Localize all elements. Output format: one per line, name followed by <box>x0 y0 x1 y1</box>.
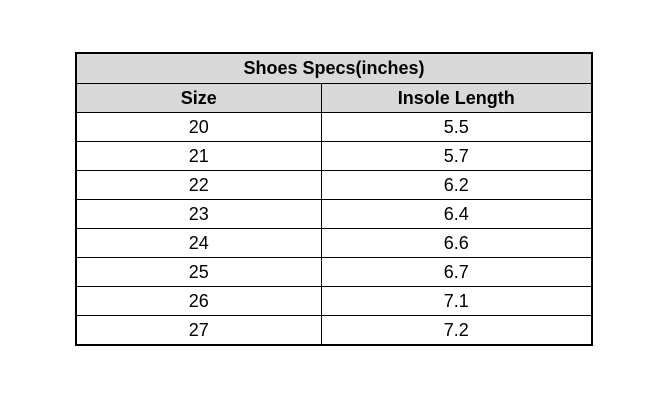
shoe-specs-table: Shoes Specs(inches) Size Insole Length 2… <box>75 52 593 346</box>
insole-length-cell: 5.7 <box>320 141 593 171</box>
table-row: 22 6.2 <box>75 170 593 200</box>
table-row: 25 6.7 <box>75 257 593 287</box>
header-row: Size Insole Length <box>75 83 593 113</box>
insole-length-cell: 6.2 <box>320 170 593 200</box>
insole-length-cell: 6.6 <box>320 228 593 258</box>
table-row: 26 7.1 <box>75 286 593 316</box>
size-cell: 24 <box>75 228 322 258</box>
insole-length-cell: 6.7 <box>320 257 593 287</box>
column-header-insole-length: Insole Length <box>320 83 593 113</box>
table-title: Shoes Specs(inches) <box>75 52 593 84</box>
title-row: Shoes Specs(inches) <box>75 52 593 84</box>
size-cell: 25 <box>75 257 322 287</box>
size-cell: 20 <box>75 112 322 142</box>
table-row: 27 7.2 <box>75 315 593 346</box>
table-row: 24 6.6 <box>75 228 593 258</box>
column-header-size: Size <box>75 83 322 113</box>
table-row: 23 6.4 <box>75 199 593 229</box>
table-row: 20 5.5 <box>75 112 593 142</box>
insole-length-cell: 7.1 <box>320 286 593 316</box>
insole-length-cell: 7.2 <box>320 315 593 346</box>
size-cell: 27 <box>75 315 322 346</box>
size-cell: 26 <box>75 286 322 316</box>
size-cell: 21 <box>75 141 322 171</box>
size-cell: 22 <box>75 170 322 200</box>
insole-length-cell: 6.4 <box>320 199 593 229</box>
table-row: 21 5.7 <box>75 141 593 171</box>
size-cell: 23 <box>75 199 322 229</box>
insole-length-cell: 5.5 <box>320 112 593 142</box>
